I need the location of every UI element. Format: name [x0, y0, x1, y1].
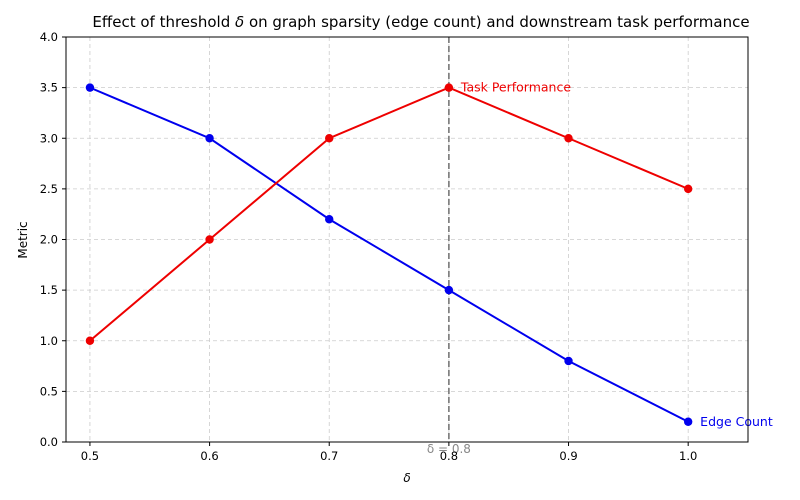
grid [66, 36, 748, 443]
edge-count-point [325, 215, 334, 224]
series-group: Edge Count Task Performance [85, 80, 773, 429]
task-performance-point [444, 83, 454, 92]
reference-line-group: δ = 0.8 [427, 37, 471, 456]
x-tick-label: 0.5 [81, 449, 99, 463]
task-performance-point [325, 134, 334, 143]
y-tick-label: 0.5 [40, 384, 58, 398]
y-tick-label: 4.0 [40, 30, 58, 44]
x-tick-label: 0.7 [320, 449, 338, 463]
edge-count-point [205, 134, 214, 143]
y-tick-label: 2.5 [40, 182, 58, 196]
edge-count-point [564, 356, 573, 366]
edge-count-point [683, 417, 693, 426]
y-tick-label: 3.0 [40, 131, 58, 145]
plot-frame [65, 36, 749, 443]
x-tick-label: 0.9 [559, 449, 577, 463]
y-tick-label: 1.0 [40, 334, 58, 348]
edge-count-line [89, 86, 689, 423]
task-performance-line [89, 86, 689, 342]
task-performance-point [205, 235, 214, 244]
x-tick-label: 1.0 [679, 449, 697, 463]
task-performance-annotation: Task Performance [460, 80, 571, 95]
x-tick-label: 0.6 [200, 449, 218, 463]
task-performance-point [85, 336, 95, 345]
y-tick-label: 2.0 [40, 233, 58, 247]
x-tick-label: 0.8 [440, 449, 458, 463]
edge-count-point [444, 285, 454, 295]
y-axis-label: Metric [16, 221, 30, 258]
chart-title: Effect of threshold δ on graph sparsity … [92, 13, 749, 31]
threshold-label: δ = 0.8 [427, 442, 471, 456]
y-tick-label: 0.0 [40, 435, 58, 449]
task-performance-point [564, 134, 573, 143]
y-tick-label: 1.5 [40, 283, 58, 297]
edge-count-point [85, 83, 95, 92]
ticks: 0.5 0.6 0.7 0.8 0.9 1.0 0.0 0.5 1.0 1.5 2.0 2.5 3.0 3… [40, 30, 698, 463]
edge-count-annotation: Edge Count [700, 414, 773, 429]
x-axis-label: δ [403, 471, 410, 485]
y-tick-label: 3.5 [40, 81, 58, 95]
task-performance-point [683, 184, 693, 194]
